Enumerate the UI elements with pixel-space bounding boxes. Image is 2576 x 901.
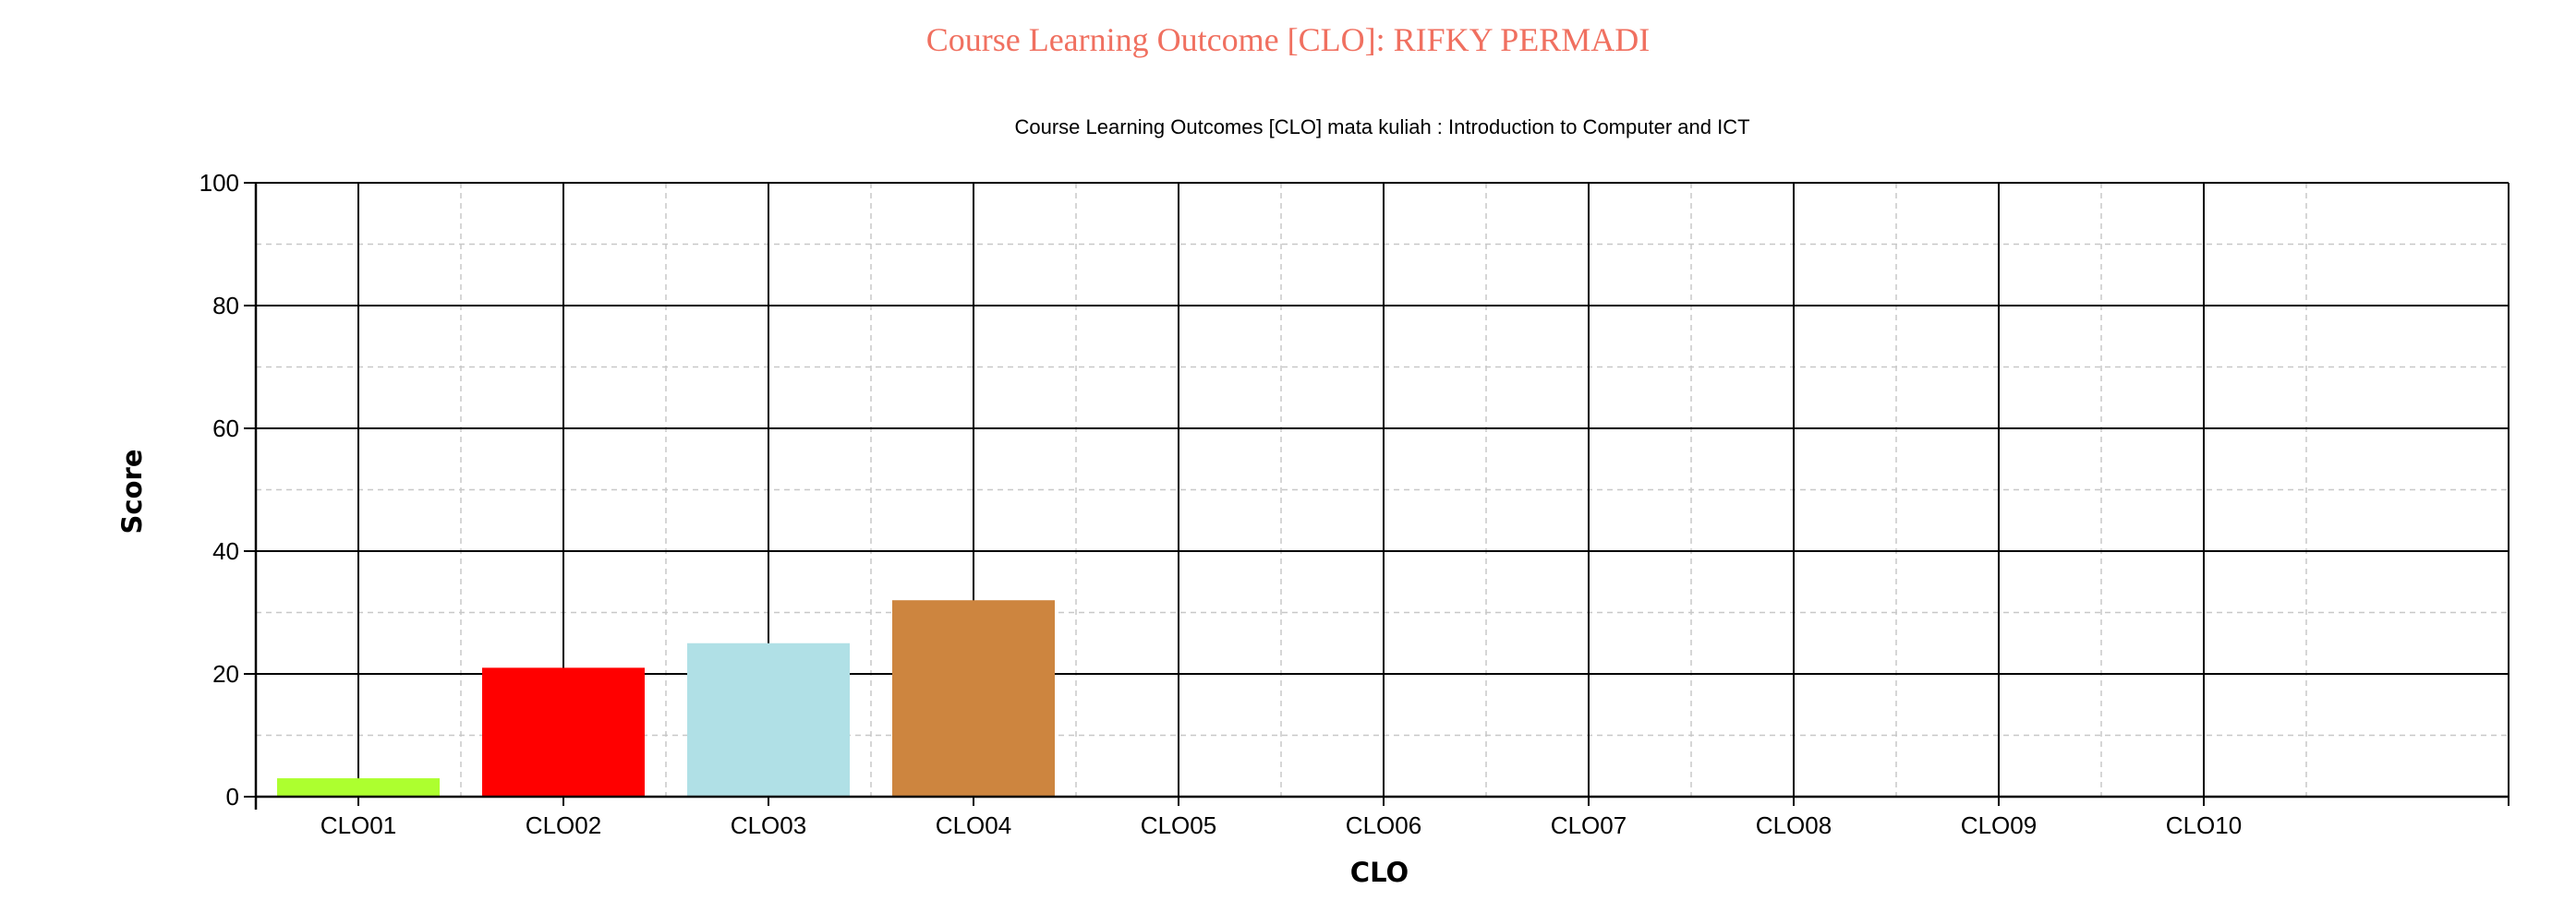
x-axis-title: CLO [1350,857,1409,888]
x-tick-label: CLO08 [1756,811,1832,839]
x-tick-label: CLO05 [1141,811,1216,839]
y-tick-label: 80 [212,292,239,319]
page-title: Course Learning Outcome [CLO]: RIFKY PER… [925,21,1651,58]
x-tick-label: CLO07 [1551,811,1627,839]
x-tick-label: CLO10 [2166,811,2242,839]
y-tick-label: 40 [212,537,239,565]
bar-clo02 [482,667,645,797]
minor-gridlines [256,183,2509,797]
y-tick-label: 60 [212,414,239,442]
y-tick-label: 0 [226,783,239,811]
x-tick-label: CLO02 [526,811,601,839]
bars [277,600,1055,797]
bar-clo03 [687,643,850,797]
y-tick-label: 100 [200,169,239,197]
y-tick-label: 20 [212,660,239,688]
bar-clo01 [277,778,440,797]
y-axis-ticks: 0 20 40 60 80 100 [200,169,256,811]
bar-clo04 [892,600,1055,797]
chart-subtitle: Course Learning Outcomes [CLO] mata kuli… [1014,115,1749,138]
x-tick-label: CLO09 [1961,811,2037,839]
y-axis-title: Score [116,450,148,535]
x-tick-label: CLO03 [731,811,806,839]
x-tick-label: CLO04 [936,811,1011,839]
x-axis-ticks: CLO01 CLO02 CLO03 CLO04 CLO05 CLO06 CLO07 CLO08… [320,797,2242,839]
axes [254,182,2509,810]
x-tick-label: CLO06 [1346,811,1421,839]
x-tick-label: CLO01 [320,811,396,839]
